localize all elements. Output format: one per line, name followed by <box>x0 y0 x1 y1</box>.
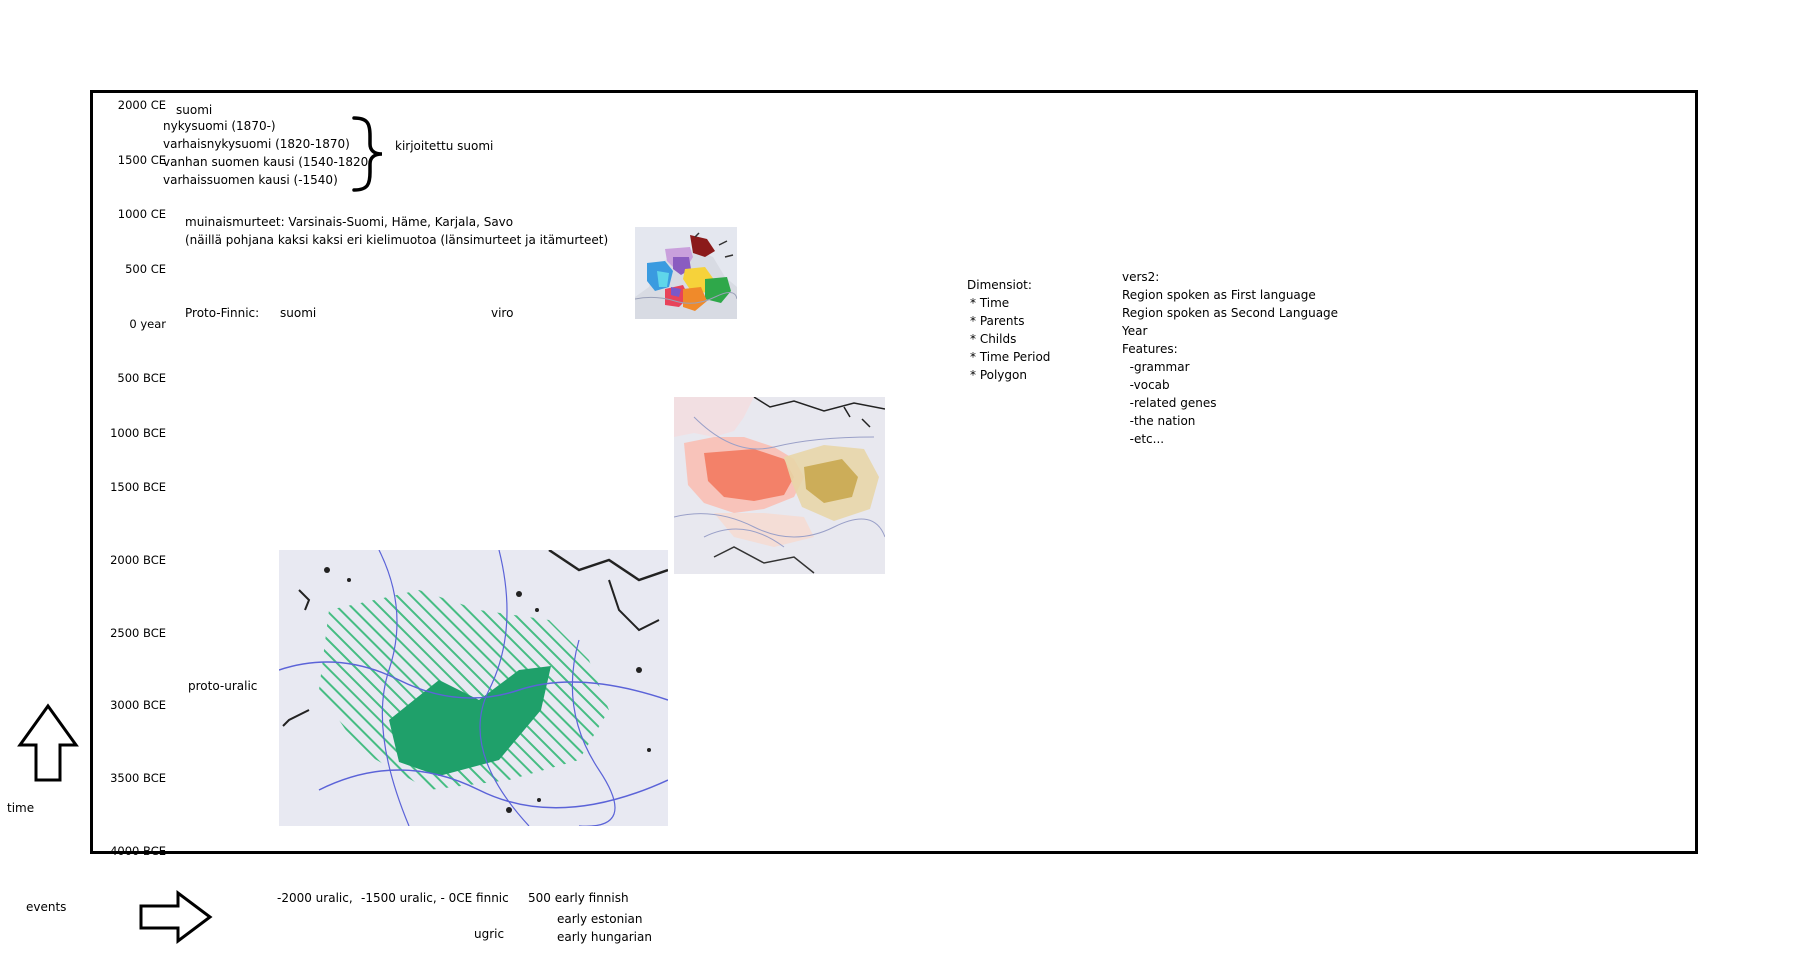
time-tick-label: 1500 CE <box>117 153 166 167</box>
time-tick-label: 2000 CE <box>117 98 166 112</box>
finnish-title: suomi <box>176 103 213 117</box>
event-uralic-2000: -2000 uralic, <box>277 891 353 905</box>
dimension-item: * Time <box>970 296 1010 310</box>
vers2-line: Region spoken as First language <box>1122 288 1316 302</box>
vers2-line: -grammar <box>1122 360 1190 374</box>
time-tick-label: 3500 BCE <box>110 771 166 785</box>
dimensions-title: Dimensiot: <box>967 278 1032 292</box>
finnish-period-4: varhaissuomen kausi (-1540) <box>163 173 338 187</box>
dimension-item: * Parents <box>970 314 1025 328</box>
finnic-dialects-map <box>635 227 737 319</box>
event-early-hungarian: early hungarian <box>557 930 652 944</box>
proto-finnic-child-viro: viro <box>491 306 514 320</box>
timeline-frame <box>90 90 1698 854</box>
proto-finnic-label: Proto-Finnic: <box>185 306 260 320</box>
dimension-item: * Childs <box>970 332 1017 346</box>
proto-uralic-label: proto-uralic <box>188 679 258 693</box>
proto-finnic-child-suomi: suomi <box>280 306 317 320</box>
time-tick-label: 4000 BCE <box>110 844 166 858</box>
finno-ugric-map <box>674 397 885 574</box>
vers2-title: vers2: <box>1122 270 1160 284</box>
time-tick-label: 0 year <box>129 317 166 331</box>
time-tick-label: 3000 BCE <box>110 698 166 712</box>
finnish-period-1: nykysuomi (1870-) <box>163 119 276 133</box>
vers2-line: Features: <box>1122 342 1178 356</box>
time-tick-label: 1500 BCE <box>110 480 166 494</box>
dialects-line-2: (näillä pohjana kaksi kaksi eri kielimuo… <box>185 233 609 247</box>
vers2-line: Year <box>1122 324 1148 338</box>
vers2-line: -the nation <box>1122 414 1196 428</box>
finnish-period-2: varhaisnykysuomi (1820-1870) <box>163 137 350 151</box>
event-early-estonian: early estonian <box>557 912 643 926</box>
time-tick-label: 2000 BCE <box>110 553 166 567</box>
events-axis-label: events <box>26 900 67 914</box>
dialects-line-1: muinaismurteet: Varsinais-Suomi, Häme, K… <box>185 215 514 229</box>
time-tick-label: 2500 BCE <box>110 626 166 640</box>
time-tick-label: 1000 BCE <box>110 426 166 440</box>
dimension-item: * Time Period <box>970 350 1051 364</box>
time-tick-label: 1000 CE <box>117 207 166 221</box>
time-tick-label: 500 BCE <box>117 371 166 385</box>
dimension-item: * Polygon <box>970 368 1027 382</box>
brace-label: kirjoitettu suomi <box>395 139 494 153</box>
proto-uralic-map <box>279 550 668 826</box>
time-axis-label: time <box>7 801 35 815</box>
vers2-line: -etc... <box>1122 432 1165 446</box>
time-tick-label: 500 CE <box>125 262 166 276</box>
vers2-line: -vocab <box>1122 378 1170 392</box>
time-arrow-icon <box>17 703 79 786</box>
vers2-line: -related genes <box>1122 396 1217 410</box>
event-uralic-finnic: -1500 uralic, - 0CE finnic <box>361 891 509 905</box>
curly-brace-icon <box>350 114 390 197</box>
event-early-finnish: 500 early finnish <box>528 891 629 905</box>
event-ugric: ugric <box>474 927 505 941</box>
vers2-line: Region spoken as Second Language <box>1122 306 1339 320</box>
events-arrow-icon <box>138 890 214 947</box>
finnish-period-3: vanhan suomen kausi (1540-1820 <box>163 155 369 169</box>
